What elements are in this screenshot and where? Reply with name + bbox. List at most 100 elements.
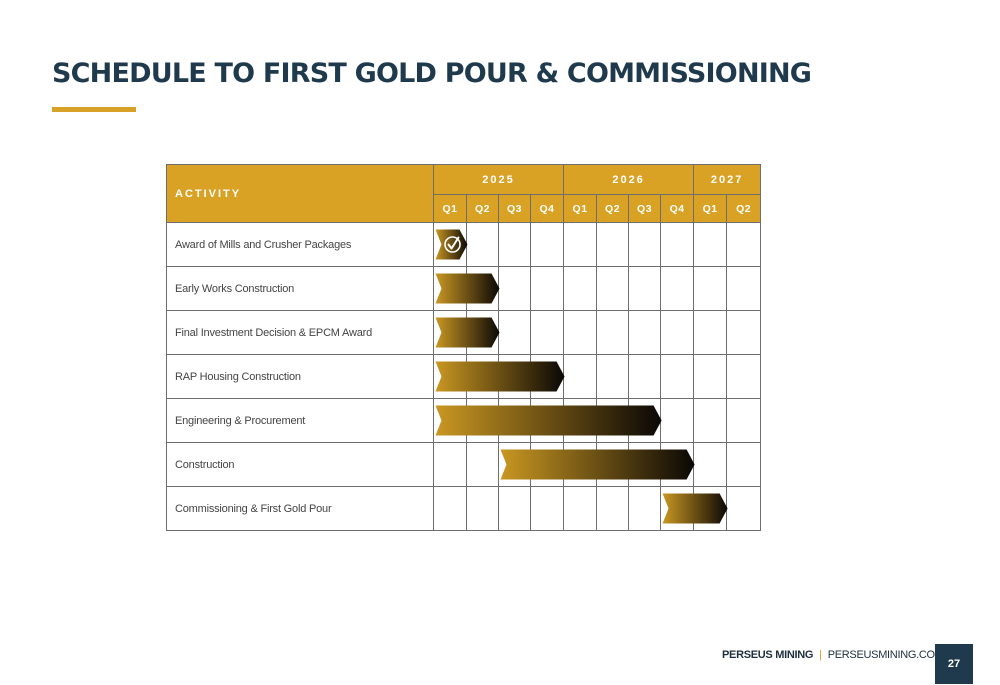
grid-cell [628,354,662,399]
activity-row: Construction [166,442,762,487]
grid-cell [433,354,467,399]
grid-cell [596,486,630,531]
grid-cell [693,222,728,267]
grid-cell [433,442,467,487]
grid-cell [529,442,565,487]
grid-cell [466,222,499,267]
grid-cell [498,442,531,487]
year-header: 2027 [693,164,762,195]
title-underline [52,107,136,112]
grid-cell [529,222,565,267]
page-title: SCHEDULE TO FIRST GOLD POUR & COMMISSION… [52,58,812,89]
grid-cell [433,222,467,267]
grid-cell [563,486,598,531]
grid-cell [498,266,531,311]
quarter-header: Q2 [726,194,762,223]
grid-cell [529,266,565,311]
grid-cell [693,354,728,399]
grid-cell [466,486,499,531]
activity-row: RAP Housing Construction [166,354,762,399]
activity-row: Final Investment Decision & EPCM Award [166,310,762,355]
grid-cell [628,222,662,267]
grid-cell [433,486,467,531]
grid-cell [433,310,467,355]
grid-cell [726,486,762,531]
schedule-table: ACTIVITY 2025 2026 2027 Q1 Q2 Q3 Q4 Q1 Q2 Q3 Q4 Q1… [166,164,762,531]
footer-brand: PERSEUS MINING | PERSEUSMINING.COM [722,649,944,661]
activity-row: Early Works Construction [166,266,762,311]
grid-cell [563,398,598,443]
year-header: 2025 [432,164,565,195]
grid-cell [563,354,598,399]
grid-cell [466,398,499,443]
grid-cell [596,266,630,311]
activity-name: Commissioning & First Gold Pour [166,486,434,531]
grid-cell [693,442,728,487]
grid-cell [726,222,762,267]
grid-cell [726,398,762,443]
grid-cell [660,266,695,311]
grid-cell [726,310,762,355]
grid-cell [498,310,531,355]
grid-cell [433,398,467,443]
activity-name: Award of Mills and Crusher Packages [166,222,434,267]
grid-cell [466,310,499,355]
footer-company: PERSEUS MINING [722,649,814,661]
grid-cell [726,266,762,311]
quarter-header: Q1 [563,194,598,223]
grid-cell [563,310,598,355]
activity-row: Commissioning & First Gold Pour [166,486,762,531]
grid-cell [693,398,728,443]
grid-cell [726,442,762,487]
quarter-header: Q2 [466,194,499,223]
activity-name: Early Works Construction [166,266,434,311]
activity-row: Engineering & Procurement [166,398,762,443]
quarter-header: Q4 [529,194,565,223]
grid-cell [498,398,531,443]
grid-cell [660,310,695,355]
page-number: 27 [935,644,973,684]
grid-cell [498,486,531,531]
grid-cell [563,266,598,311]
grid-cell [529,354,565,399]
grid-cell [498,222,531,267]
gantt-chart: ACTIVITY 2025 2026 2027 Q1 Q2 Q3 Q4 Q1 Q2 Q3 Q4 Q1… [166,164,762,533]
footer-separator: | [819,649,822,661]
grid-cell [498,354,531,399]
grid-cell [628,442,662,487]
grid-cell [693,486,728,531]
grid-cell [660,222,695,267]
footer-website[interactable]: PERSEUSMINING.COM [827,649,944,661]
activity-name: Construction [166,442,434,487]
grid-cell [466,354,499,399]
activity-header: ACTIVITY [166,164,434,223]
grid-cell [466,266,499,311]
grid-cell [628,398,662,443]
grid-cell [529,310,565,355]
grid-cell [563,442,598,487]
grid-cell [596,442,630,487]
activity-row: Award of Mills and Crusher Packages [166,222,762,267]
grid-cell [466,442,499,487]
grid-cell [628,266,662,311]
quarter-header: Q3 [498,194,531,223]
grid-cell [596,398,630,443]
quarter-header: Q3 [628,194,662,223]
grid-cell [693,310,728,355]
grid-cell [596,310,630,355]
year-header: 2026 [563,164,695,195]
grid-cell [596,222,630,267]
activity-name: Engineering & Procurement [166,398,434,443]
grid-cell [433,266,467,311]
quarter-header: Q2 [596,194,630,223]
grid-cell [628,486,662,531]
grid-cell [628,310,662,355]
grid-cell [529,398,565,443]
activity-name: Final Investment Decision & EPCM Award [166,310,434,355]
grid-cell [660,486,695,531]
grid-cell [660,398,695,443]
grid-cell [726,354,762,399]
activity-name: RAP Housing Construction [166,354,434,399]
quarter-header: Q4 [660,194,695,223]
grid-cell [596,354,630,399]
